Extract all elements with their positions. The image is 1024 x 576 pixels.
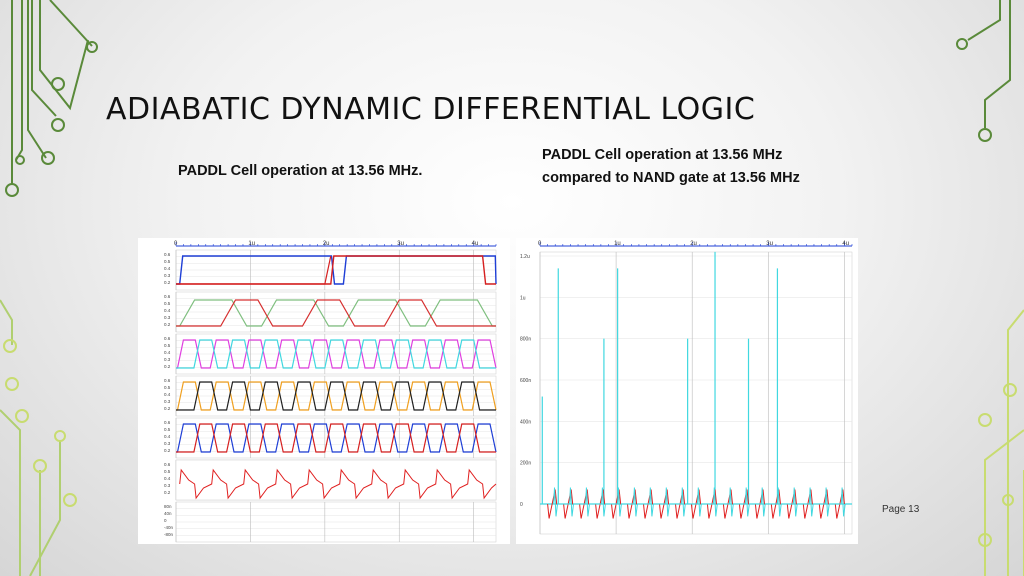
x-tick-label: 1u	[614, 241, 621, 247]
waveform-row2-green	[176, 299, 496, 327]
y-tick-label: 0.5	[164, 469, 171, 474]
x-tick-label: 4u	[472, 241, 479, 247]
y-tick-label: 0.6	[164, 294, 171, 299]
y-tick-label: 0.6	[164, 378, 171, 383]
ripple-cyan	[553, 487, 846, 517]
y-tick-label: 0.4	[164, 350, 171, 355]
waveform-svg-left: 0 1u 2u 3u 4u 0.6 0.5 0.4 0.3 0.2 0.6 0.5 0.4 0.3 0.2 0…	[164, 241, 497, 543]
x-tick-label: 1u	[248, 241, 255, 247]
y-tick-label: 0.5	[164, 343, 171, 348]
y-tick-label: -80n	[164, 532, 174, 537]
y-tick-label: 0	[164, 518, 167, 523]
x-tick-label: 3u	[766, 241, 773, 247]
y-tick-label: 0.2	[164, 490, 171, 495]
y-tick-label: 0.3	[164, 399, 171, 404]
y-tick-label: 0.3	[164, 315, 171, 320]
current-plot-right: 0 1u 2u 3u 4u 1.2u 1u 800n 600n 400n 200n 0	[516, 238, 858, 544]
y-tick-label: 0.3	[164, 441, 171, 446]
y-tick-label: 0.3	[164, 483, 171, 488]
y-tick-label: 0.6	[164, 252, 171, 257]
y-tick-label: 40n	[164, 511, 172, 516]
y-tick-label: 1u	[520, 295, 526, 301]
y-tick-label: 0.5	[164, 385, 171, 390]
y-tick-label: 80n	[164, 504, 172, 509]
waveform-pair-b	[176, 423, 496, 453]
y-tick-label: 0.4	[164, 392, 171, 397]
y-tick-label: 0	[520, 502, 523, 508]
caption-left: PADDL Cell operation at 13.56 MHz.	[178, 163, 423, 179]
waveform-pair-b	[176, 381, 496, 411]
y-tick-label: 1.2u	[520, 254, 530, 260]
caption-right: PADDL Cell operation at 13.56 MHz compar…	[542, 147, 800, 186]
y-tick-label: 600n	[520, 378, 531, 384]
waveform-pair-a	[176, 423, 497, 453]
y-tick-label: 0.3	[164, 357, 171, 362]
y-tick-label: 0.2	[164, 364, 171, 369]
y-tick-label: 0.4	[164, 476, 171, 481]
current-svg-right: 0 1u 2u 3u 4u 1.2u 1u 800n 600n 400n 200n 0	[520, 241, 853, 535]
waveform-pair-a	[176, 339, 497, 369]
y-tick-label: 0.2	[164, 322, 171, 327]
y-tick-label: 0.2	[164, 280, 171, 285]
y-tick-label: 0.6	[164, 336, 171, 341]
current-waveform	[179, 468, 497, 500]
x-tick-label: 0	[174, 241, 178, 247]
waveform-plot-left: 0 1u 2u 3u 4u 0.6 0.5 0.4 0.3 0.2 0.6 0.5 0.4 0.3 0.2 0…	[138, 238, 510, 544]
waveform-pair-b	[176, 339, 496, 369]
y-tick-label: 0.2	[164, 406, 171, 411]
y-tick-label: 0.5	[164, 427, 171, 432]
x-tick-label: 2u	[690, 241, 697, 247]
y-tick-label: 0.5	[164, 259, 171, 264]
x-tick-label: 0	[538, 241, 542, 247]
waveform-row1-red-start	[176, 255, 332, 285]
y-tick-label: 0.4	[164, 266, 171, 271]
circuit-decoration-left	[0, 0, 98, 576]
page-number: Page 13	[882, 504, 920, 515]
y-tick-label: 0.6	[164, 420, 171, 425]
slide-title: ADIABATIC DYNAMIC DIFFERENTIAL LOGIC	[106, 92, 756, 127]
plot-row-frame	[175, 459, 497, 501]
y-tick-label: 400n	[520, 419, 531, 425]
y-tick-label: 0.4	[164, 308, 171, 313]
x-tick-label: 3u	[397, 241, 404, 247]
waveform-row2-red	[176, 299, 496, 327]
waveform-pair-a	[176, 381, 497, 411]
y-tick-label: 0.2	[164, 448, 171, 453]
y-tick-label: 0.6	[164, 462, 171, 467]
plot-frame	[539, 251, 853, 535]
x-tick-label: 4u	[842, 241, 849, 247]
y-tick-label: -40n	[164, 525, 174, 530]
x-tick-label: 2u	[323, 241, 330, 247]
y-tick-label: 800n	[520, 337, 531, 343]
y-tick-label: 0.5	[164, 301, 171, 306]
y-tick-label: 200n	[520, 461, 531, 467]
y-tick-label: 0.3	[164, 273, 171, 278]
y-tick-label: 0.4	[164, 434, 171, 439]
